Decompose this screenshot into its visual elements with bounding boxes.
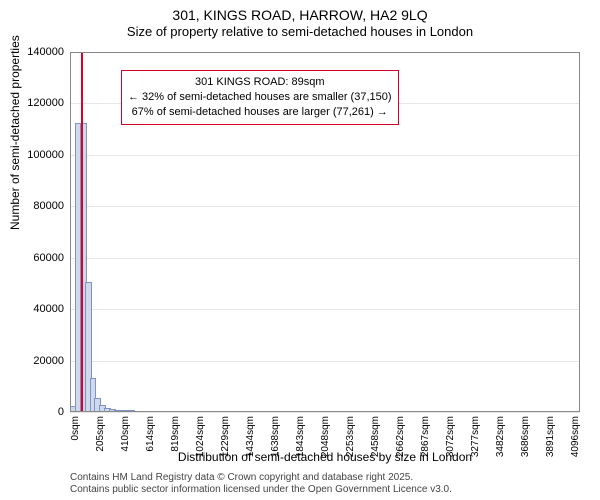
x-tick-label: 0sqm: [70, 416, 72, 440]
y-gridline: [70, 52, 580, 53]
x-tick-label: 410sqm: [120, 416, 122, 452]
y-tick-label: 60000: [4, 252, 64, 264]
y-tick-label: 100000: [4, 149, 64, 161]
annotation-line: ← 32% of semi-detached houses are smalle…: [128, 90, 392, 105]
plot-area: 0sqm205sqm410sqm614sqm819sqm1024sqm1229s…: [70, 52, 580, 412]
y-tick-label: 20000: [4, 355, 64, 367]
y-axis-ticks: 020000400006000080000100000120000140000: [0, 52, 68, 412]
chart-subtitle: Size of property relative to semi-detach…: [0, 24, 600, 39]
annotation-line: 67% of semi-detached houses are larger (…: [128, 105, 392, 120]
y-tick-label: 140000: [4, 46, 64, 58]
x-tick-label: 614sqm: [145, 416, 147, 452]
attribution-line1: Contains HM Land Registry data © Crown c…: [70, 472, 452, 484]
chart-title: 301, KINGS ROAD, HARROW, HA2 9LQ: [0, 0, 600, 24]
x-tick-label: 205sqm: [95, 416, 97, 452]
y-gridline: [70, 206, 580, 207]
annotation-line: 301 KINGS ROAD: 89sqm: [128, 75, 392, 90]
x-tick-label: 819sqm: [170, 416, 172, 452]
y-gridline: [70, 309, 580, 310]
annotation-box: 301 KINGS ROAD: 89sqm← 32% of semi-detac…: [121, 70, 399, 125]
attribution: Contains HM Land Registry data © Crown c…: [70, 472, 452, 496]
y-tick-label: 40000: [4, 303, 64, 315]
chart-container: 301, KINGS ROAD, HARROW, HA2 9LQ Size of…: [0, 0, 600, 500]
x-axis-label: Distribution of semi-detached houses by …: [70, 450, 580, 464]
y-gridline: [70, 412, 580, 413]
y-tick-label: 80000: [4, 200, 64, 212]
histogram-bar: [163, 411, 170, 412]
y-gridline: [70, 155, 580, 156]
reference-line: [81, 52, 83, 412]
y-tick-label: 120000: [4, 97, 64, 109]
attribution-line2: Contains public sector information licen…: [70, 484, 452, 496]
y-gridline: [70, 258, 580, 259]
y-tick-label: 0: [4, 406, 64, 418]
y-gridline: [70, 361, 580, 362]
